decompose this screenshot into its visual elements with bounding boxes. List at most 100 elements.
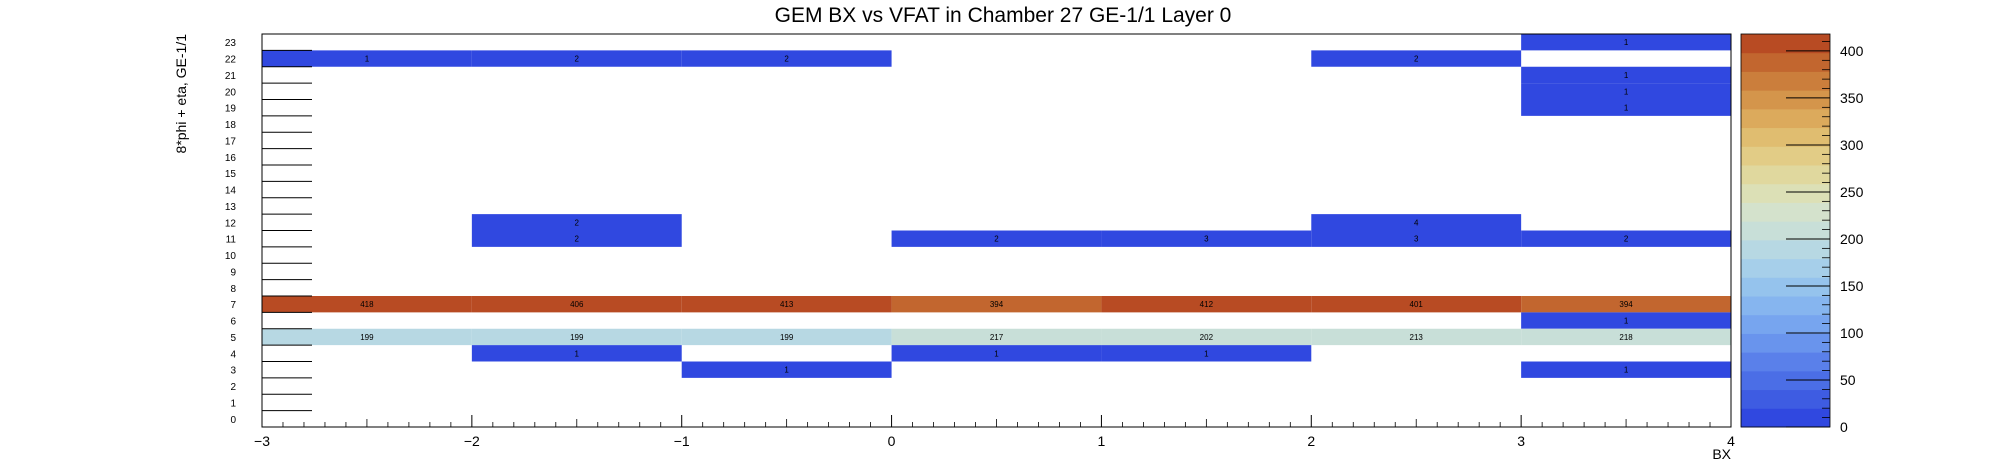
heatmap-cell	[891, 345, 1102, 362]
heatmap-cell	[262, 50, 472, 67]
cell-value-label: 2	[994, 235, 999, 244]
y-axis-label: 8*phi + eta, GE-1/1	[173, 34, 189, 154]
y-tick-label: 20	[225, 87, 237, 98]
colorbar-segment	[1741, 333, 1830, 353]
heatmap-cell	[1521, 328, 1731, 346]
cell-value-label: 412	[1200, 300, 1214, 309]
cell-value-label: 199	[570, 333, 584, 342]
x-tick-label: −3	[254, 433, 270, 449]
y-tick-label: 2	[230, 382, 236, 393]
y-tick-label: 10	[225, 251, 237, 262]
x-tick-label: 1	[1098, 433, 1106, 449]
cell-value-label: 2	[575, 218, 580, 227]
colorbar-segment	[1741, 183, 1830, 203]
cell-value-label: 202	[1200, 333, 1214, 342]
colorbar-segment	[1741, 389, 1830, 409]
heatmap-cell	[262, 328, 472, 346]
colorbar-segment	[1741, 71, 1830, 91]
colorbar-segment	[1741, 127, 1830, 147]
colorbar-segment	[1741, 370, 1830, 391]
y-tick-label: 18	[225, 120, 237, 131]
colorbar-segment	[1741, 277, 1830, 297]
cell-value-label: 1	[784, 366, 789, 375]
y-tick-label: 12	[225, 218, 237, 229]
x-axis-label: BX	[1712, 446, 1731, 462]
heatmap-cell	[1311, 328, 1522, 346]
y-tick-label: 3	[230, 366, 236, 377]
cell-value-label: 394	[1619, 300, 1633, 309]
heatmap-cell	[1311, 296, 1522, 313]
cell-value-label: 1	[1624, 87, 1629, 96]
y-tick-label: 8	[230, 284, 236, 295]
cell-value-label: 213	[1410, 333, 1424, 342]
y-tick-label: 5	[230, 333, 236, 344]
colorbar-segment	[1741, 296, 1830, 316]
colorbar-segment	[1741, 90, 1830, 110]
color-bar: 0 50 100 150 200 250 300 350 400	[1740, 33, 1864, 435]
cell-value-label: 2	[575, 235, 580, 244]
colorbar-segment	[1741, 52, 1830, 72]
y-tick-label: 13	[225, 202, 237, 213]
colorbar-segment	[1741, 314, 1830, 334]
cell-value-label: 217	[990, 333, 1004, 342]
cell-value-label: 1	[575, 349, 580, 358]
heatmap-cell	[471, 296, 682, 313]
heatmap-cell	[1521, 83, 1731, 100]
heatmap-cell	[1521, 99, 1731, 116]
heatmap-cell	[1311, 50, 1522, 67]
heatmap-cell	[891, 296, 1102, 313]
y-tick-label: 1	[230, 398, 236, 409]
colorbar-segment	[1741, 34, 1830, 54]
heatmap-cell	[681, 361, 892, 378]
colorbar-segment	[1741, 258, 1830, 278]
x-axis: −3 −2 −1 0 1 2 3 4	[254, 415, 1735, 449]
colorbar-tick-label: 200	[1840, 231, 1864, 247]
colorbar-tick-label: 350	[1840, 90, 1864, 106]
heatmap-cell	[262, 296, 472, 313]
x-tick-label: 0	[888, 433, 896, 449]
cell-value-label: 394	[990, 300, 1004, 309]
heatmap-cell	[471, 345, 682, 362]
cell-value-label: 2	[784, 55, 789, 64]
heatmap-cell	[1311, 230, 1522, 247]
heatmap-cell	[471, 230, 682, 247]
heatmap-cell	[1521, 230, 1731, 247]
cell-value-label: 2	[575, 55, 580, 64]
heatmap-cell	[1311, 214, 1522, 231]
y-tick-label: 0	[230, 415, 236, 426]
heatmap-cells	[262, 34, 1731, 378]
colorbar-tick-label: 100	[1840, 325, 1864, 341]
heatmap-cell	[1101, 345, 1312, 362]
y-tick-label: 11	[226, 235, 237, 246]
y-tick-label: 14	[225, 186, 237, 197]
chart-title: GEM BX vs VFAT in Chamber 27 GE-1/1 Laye…	[775, 4, 1232, 27]
y-tick-label: 21	[225, 71, 237, 82]
cell-value-label: 406	[570, 300, 584, 309]
cell-value-label: 401	[1410, 300, 1424, 309]
heatmap-cell	[891, 230, 1102, 247]
colorbar-segment	[1741, 165, 1830, 185]
heatmap-cell	[1521, 312, 1731, 329]
y-tick-label: 6	[230, 317, 236, 328]
heatmap-cell	[681, 296, 892, 313]
y-tick-label: 19	[225, 104, 237, 115]
cell-value-label: 1	[1624, 317, 1629, 326]
cell-value-label: 1	[994, 349, 999, 358]
y-tick-label: 22	[225, 55, 237, 66]
heatmap-cell	[891, 328, 1102, 346]
cell-value-label: 413	[780, 300, 794, 309]
cell-value-label: 199	[360, 333, 374, 342]
heatmap-cell	[681, 50, 892, 67]
colorbar-segment	[1741, 239, 1830, 260]
colorbar-tick-label: 400	[1840, 43, 1864, 59]
y-tick-label: 17	[225, 136, 237, 147]
heatmap-cell	[1101, 328, 1312, 346]
colorbar-segment	[1741, 146, 1830, 166]
cell-value-label: 3	[1204, 235, 1209, 244]
x-tick-label: 3	[1517, 433, 1525, 449]
heatmap-cell	[1521, 361, 1731, 378]
cell-value-label: 4	[1414, 218, 1419, 227]
y-tick-label: 7	[230, 300, 236, 311]
